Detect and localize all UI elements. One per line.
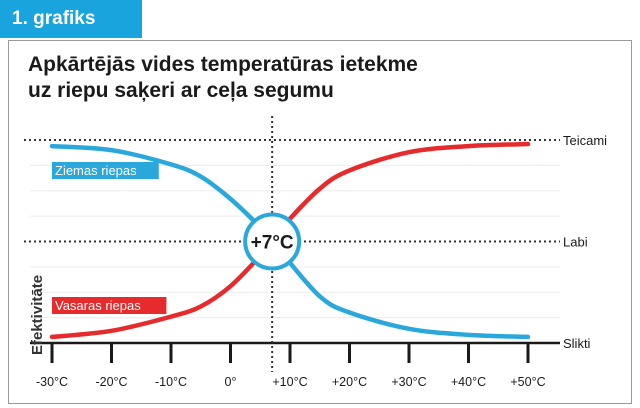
x-tick-label: +50°C (510, 375, 545, 389)
series-label-box (52, 297, 167, 314)
level-label-slikti: Slikti (563, 336, 591, 351)
x-tick-label: -30°C (36, 375, 68, 389)
chart-frame (8, 40, 632, 404)
chart-title-line-1: Apkārtējās vides temperatūras ietekme (28, 53, 418, 76)
series-label-0: Ziemas riepas (52, 162, 159, 179)
level-label-labi: Labi (563, 235, 588, 250)
x-tick-label: -10°C (155, 375, 187, 389)
x-tick-label: 0° (225, 375, 237, 389)
figure-badge: 1. grafiks (0, 0, 142, 38)
x-tick-label: +10°C (272, 375, 307, 389)
chart-title-line-2: uz riepu saķeri ar ceļa segumu (28, 79, 334, 102)
series-label-text: Ziemas riepas (55, 163, 137, 178)
x-tick-label: -20°C (95, 375, 127, 389)
crossover-circle (243, 212, 302, 271)
series-label-text: Vasaras riepas (55, 298, 141, 313)
x-tick-label: +20°C (332, 375, 367, 389)
level-label-teicami: Teicami (563, 133, 607, 148)
series-label-1: Vasaras riepas (52, 297, 167, 314)
y-axis-label: Efektivitāte (29, 275, 46, 355)
crossover-label: +7°C (251, 233, 294, 254)
x-tick-label: +40°C (451, 375, 486, 389)
series-label-box (52, 162, 159, 179)
x-tick-label: +30°C (391, 375, 426, 389)
chart-title: Apkārtējās vides temperatūras ietekme uz… (28, 52, 418, 104)
